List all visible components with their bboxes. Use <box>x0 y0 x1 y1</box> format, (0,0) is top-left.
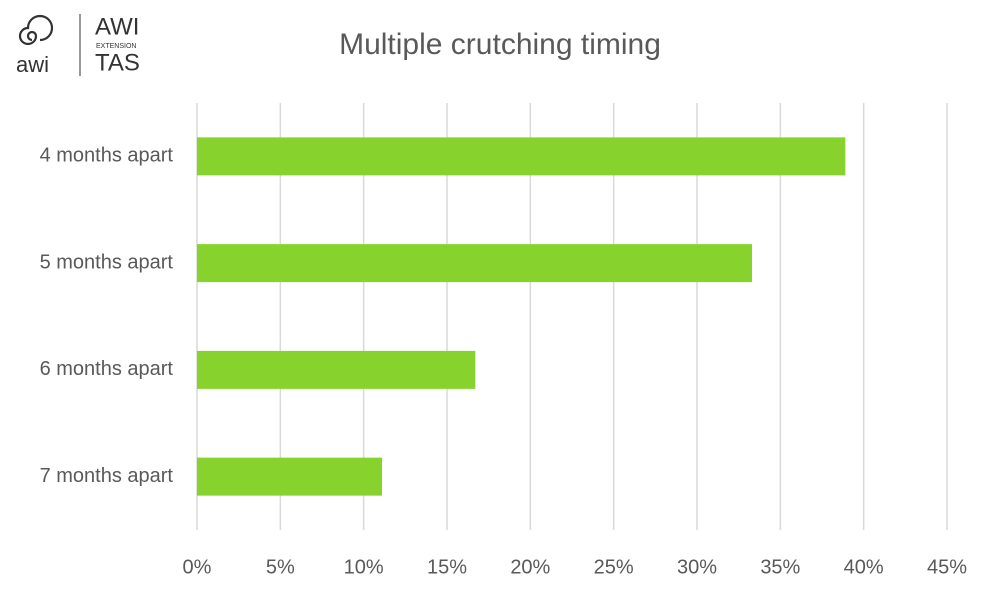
chart-title: Multiple crutching timing <box>339 28 661 61</box>
x-tick-label: 45% <box>927 556 967 578</box>
x-tick-label: 40% <box>844 556 884 578</box>
logo-mark: awi <box>16 52 49 77</box>
x-tick-label: 35% <box>760 556 800 578</box>
x-tick-label: 30% <box>677 556 717 578</box>
x-tick-label: 25% <box>594 556 634 578</box>
logo-spiral <box>18 14 54 46</box>
logo-name: AWI <box>95 13 139 40</box>
bar <box>197 137 846 176</box>
logo: awi AWI EXTENSION TAS <box>16 13 140 76</box>
bar <box>197 350 476 389</box>
y-tick-label: 7 months apart <box>40 465 174 487</box>
y-tick-label: 4 months apart <box>40 145 174 167</box>
y-tick-label: 5 months apart <box>40 251 174 273</box>
logo-region: TAS <box>95 49 140 76</box>
x-tick-label: 0% <box>183 556 212 578</box>
x-tick-label: 15% <box>427 556 467 578</box>
x-tick-label: 10% <box>344 556 384 578</box>
x-tick-label: 5% <box>266 556 295 578</box>
bar <box>197 457 382 496</box>
x-tick-label: 20% <box>510 556 550 578</box>
logo-sub: EXTENSION <box>96 43 136 50</box>
y-tick-label: 6 months apart <box>40 358 174 380</box>
bar <box>197 244 752 283</box>
